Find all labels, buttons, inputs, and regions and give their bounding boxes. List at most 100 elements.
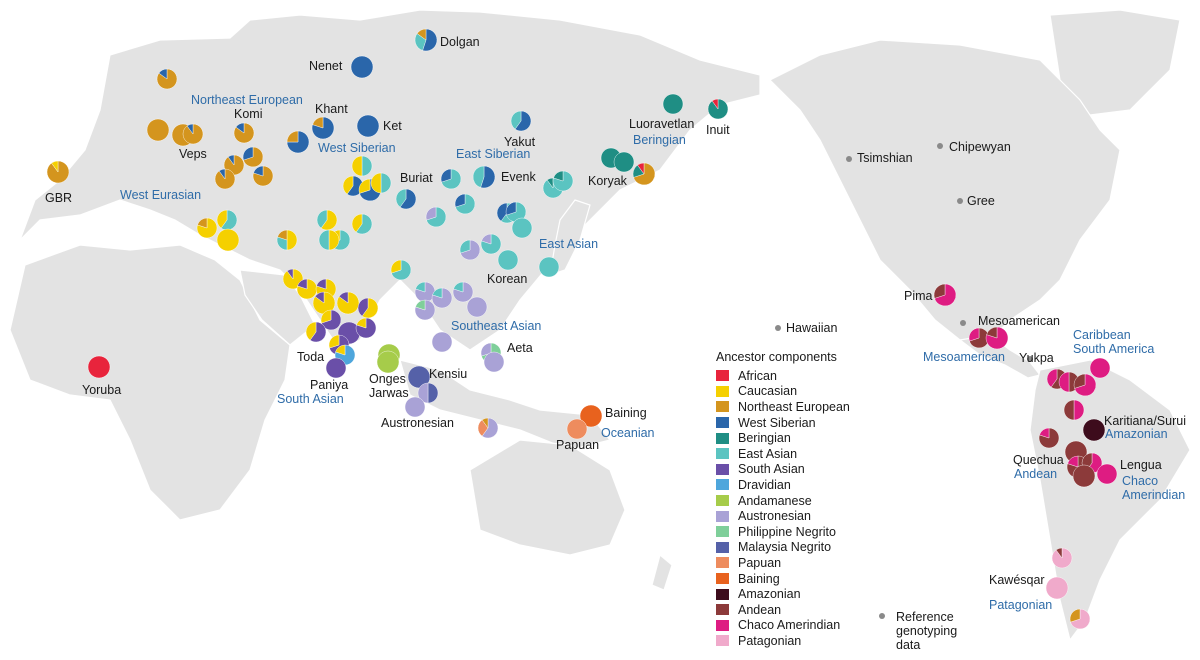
legend-swatch — [716, 526, 729, 538]
population-pie — [459, 239, 481, 261]
pie-slice — [390, 259, 402, 274]
landmass-north-america — [768, 39, 1121, 341]
legend-label: South Asian — [738, 462, 805, 477]
pie-slice — [1046, 368, 1058, 388]
legend-label: Baining — [738, 571, 780, 586]
population-pie — [87, 355, 111, 379]
ref-label-tsimshian: Tsimshian — [857, 151, 913, 165]
pie-slice — [316, 209, 328, 229]
pie-slice — [553, 170, 564, 182]
population-pie — [417, 382, 439, 404]
legend-swatch — [716, 432, 729, 444]
population-pie — [483, 351, 505, 373]
population-pie — [707, 98, 729, 120]
pie-slice — [305, 321, 317, 341]
pie-slice — [506, 201, 527, 223]
pop-label-kawesqar: Kawésqar — [989, 573, 1045, 587]
pop-label-inuit: Inuit — [706, 123, 730, 137]
population-pie — [252, 165, 274, 187]
legend-item: Beringian — [716, 430, 850, 446]
legend-label: Caucasian — [738, 384, 798, 399]
pie-slice — [414, 299, 436, 321]
population-pie — [472, 165, 496, 189]
pie-slice — [1067, 455, 1079, 468]
pie-slice — [355, 317, 377, 339]
population-pie — [407, 365, 431, 389]
population-pie — [933, 283, 957, 307]
pop-label-gbr: GBR — [45, 191, 73, 205]
pop-label-yoruba: Yoruba — [82, 383, 122, 397]
pie-slice — [370, 172, 382, 194]
population-pie — [276, 229, 298, 251]
region-label-chaco-amerindian: Chaco Amerindian — [1122, 474, 1186, 502]
population-pie — [477, 417, 499, 439]
pie-slice — [220, 209, 238, 231]
pie-slice — [546, 177, 554, 189]
pie-slice — [87, 355, 111, 379]
population-pie — [311, 116, 335, 140]
pop-label-evenk: Evenk — [501, 170, 536, 184]
pie-slice — [662, 93, 684, 115]
region-label-south-asian: South Asian — [277, 392, 344, 406]
landmass-australia — [469, 439, 626, 556]
pie-slice — [480, 342, 492, 357]
reference-dot — [957, 198, 963, 204]
population-pie — [968, 327, 990, 349]
pop-label-jarwas: Jarwas — [369, 386, 409, 400]
population-pie — [510, 110, 532, 132]
population-pie — [286, 130, 310, 154]
pop-label-nenet: Nenet — [309, 59, 343, 73]
pie-slice — [510, 110, 522, 130]
population-pie — [1063, 399, 1085, 421]
legend-item: Northeast European — [716, 399, 850, 415]
population-pie — [431, 287, 453, 309]
pie-slice — [314, 291, 325, 304]
population-pie — [1069, 608, 1091, 630]
region-label-east-siberian: East Siberian — [456, 147, 531, 161]
legend-item: Dravidian — [716, 477, 850, 493]
landmass-south-america — [1029, 359, 1191, 642]
region-label-west-eurasian: West Eurasian — [120, 188, 202, 202]
population-pie — [414, 281, 436, 303]
pie-slice — [1045, 576, 1069, 600]
population-pie — [355, 317, 377, 339]
population-pie — [1082, 418, 1106, 442]
pie-slice — [1074, 373, 1097, 397]
pop-label-komi: Komi — [234, 107, 263, 121]
pie-slice — [243, 146, 264, 168]
landmass-se-asia — [399, 359, 612, 451]
pie-slice — [328, 334, 340, 349]
pie-slice — [455, 193, 476, 215]
population-pie — [390, 259, 412, 281]
legend-swatch — [716, 541, 729, 553]
pie-slice — [1072, 464, 1096, 488]
pie-markers — [46, 28, 1118, 630]
region-label-east-asian: East Asian — [539, 237, 599, 251]
landmass-japan — [549, 199, 591, 276]
pie-slice — [361, 155, 373, 177]
pie-slice — [579, 404, 603, 428]
landmass-new-zealand — [651, 553, 673, 591]
pie-slice — [357, 297, 369, 317]
legend-swatch — [716, 604, 729, 616]
reference-dot — [937, 143, 943, 149]
pie-slice — [454, 193, 466, 208]
reference-legend-dot — [879, 613, 885, 619]
legend-label: African — [738, 368, 777, 383]
pie-slice — [338, 291, 349, 304]
legend-swatch — [716, 417, 729, 429]
pie-slice — [146, 118, 170, 142]
legend-label: Amazonian — [738, 587, 801, 602]
pie-slice — [426, 206, 447, 228]
population-pie — [431, 331, 453, 353]
population-pie — [579, 404, 603, 428]
region-label-caribbean-south-america: Caribbean South America — [1073, 328, 1155, 356]
pie-slice — [1063, 399, 1075, 421]
legend-label: East Asian — [738, 446, 798, 461]
pie-slice — [415, 299, 426, 311]
pie-slice — [1058, 371, 1070, 393]
pop-label-baining: Baining — [605, 406, 647, 420]
population-pie — [414, 28, 438, 52]
pop-label-ket: Ket — [383, 119, 402, 133]
pie-slice — [253, 165, 264, 177]
